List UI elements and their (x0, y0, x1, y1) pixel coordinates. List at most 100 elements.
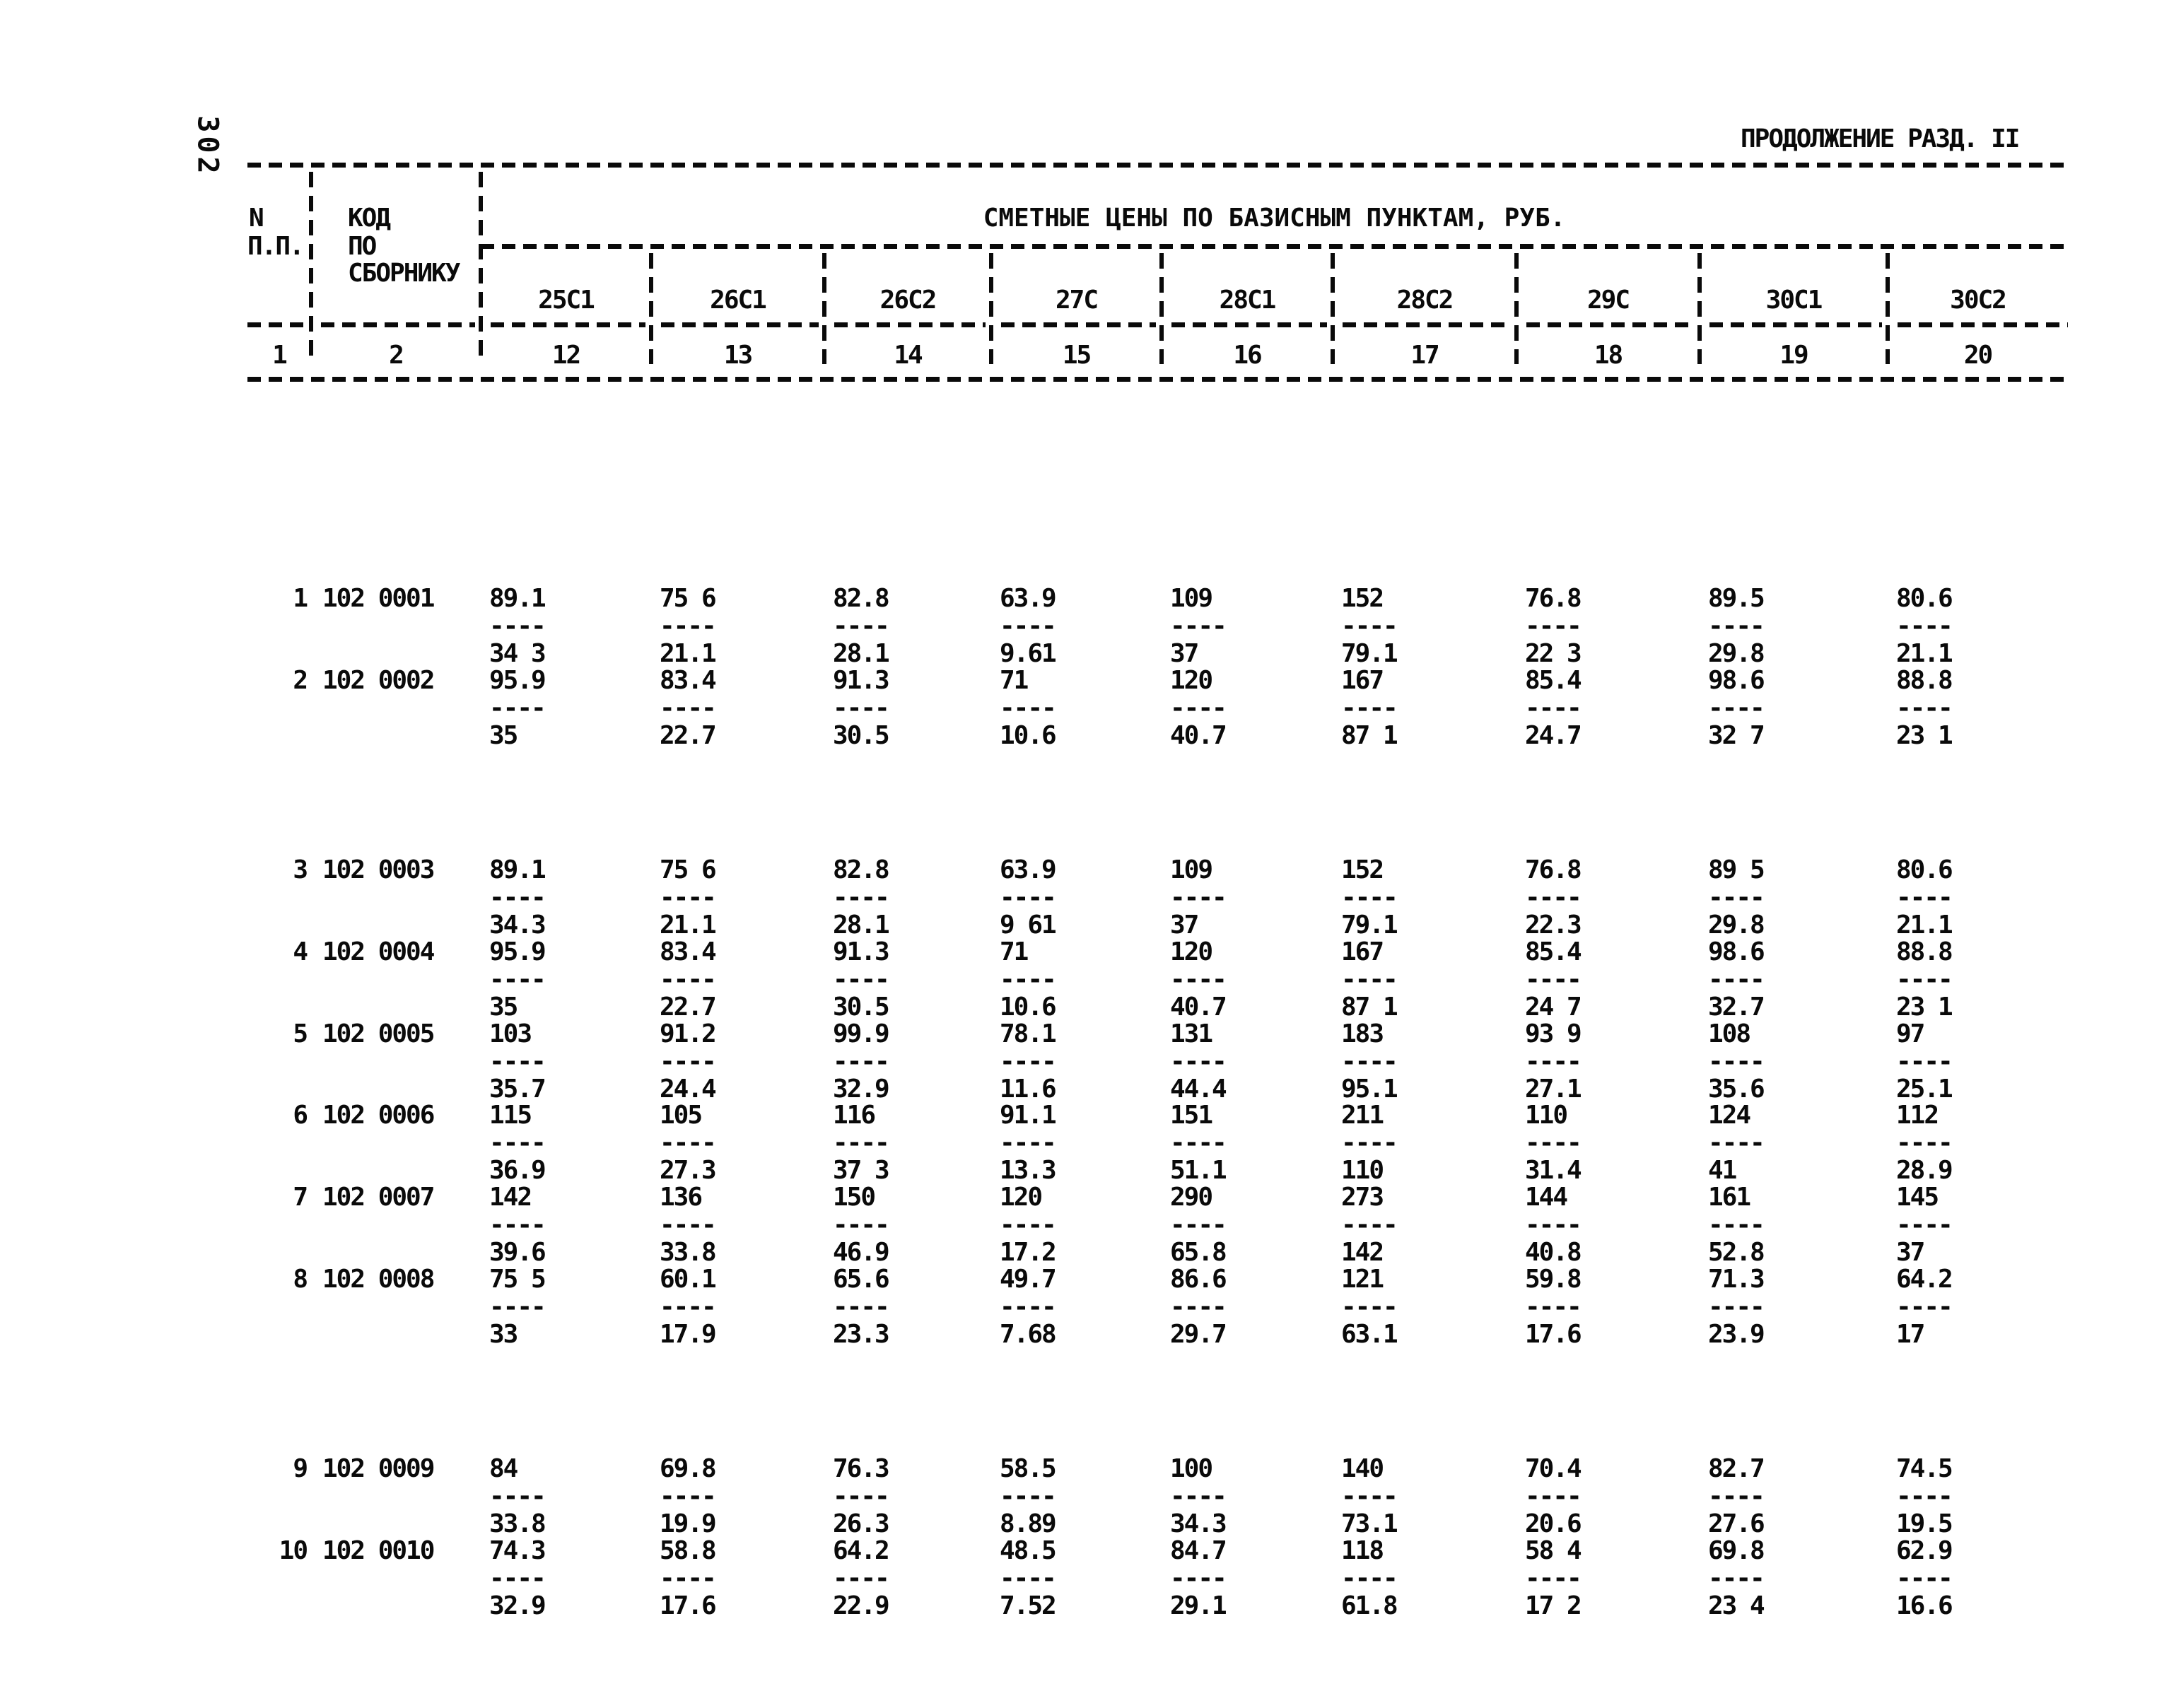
price-value-top: 75 6 (660, 584, 717, 613)
fraction-divider: ---- (1525, 1047, 1582, 1076)
price-value-bottom: 34.3 (489, 911, 546, 940)
col-npp-header-line1: N (249, 204, 264, 233)
price-value-bottom: 37 (1896, 1238, 1925, 1267)
fraction-divider: ---- (1525, 1210, 1582, 1239)
price-value-bottom: 39.6 (489, 1238, 546, 1267)
price-value-top: 161 (1708, 1183, 1751, 1212)
price-value-bottom: 21.1 (1896, 639, 1953, 668)
price-value-bottom: 35.7 (489, 1075, 546, 1104)
price-value-top: 71 (1000, 937, 1029, 966)
column-header-rule-segment (321, 322, 475, 327)
fraction-divider: ---- (833, 965, 890, 994)
table-row: 4 102 0004 95.9 ---- 35 83.4 ---- 22.7 91.3 ---- 3… (0, 938, 2157, 1021)
price-value-bottom: 61.8 (1341, 1591, 1398, 1620)
fraction-divider: ---- (660, 694, 717, 723)
price-value-bottom: 28.9 (1896, 1156, 1953, 1185)
column-header-rule-segment (834, 322, 986, 327)
price-value-bottom: 29.1 (1170, 1591, 1227, 1620)
table-row: 8 102 0008 75 5 ---- 33 60.1 ---- 17.9 65.6 ---- 2… (0, 1265, 2157, 1348)
price-value-bottom: 46.9 (833, 1238, 890, 1267)
price-value-bottom: 29.8 (1708, 911, 1765, 940)
price-value-bottom: 9 61 (1000, 911, 1057, 940)
fraction-divider: ---- (1170, 694, 1227, 723)
table-row: 7 102 0007 142 ---- 39.6 136 ---- 33.8 150 ---- 46… (0, 1183, 2157, 1266)
price-value-bottom: 44.4 (1170, 1075, 1227, 1104)
prices-header-rule (481, 244, 2068, 249)
price-value-bottom: 32.9 (833, 1075, 890, 1104)
price-value-top: 69.8 (1708, 1536, 1765, 1565)
fraction-divider: ---- (1896, 1210, 1953, 1239)
column-separator-bar (1159, 253, 1164, 364)
price-value-bottom: 24.7 (1525, 721, 1582, 750)
price-value-top: 69.8 (660, 1454, 717, 1483)
row-number: 1 (293, 584, 308, 613)
price-value-bottom: 26.3 (833, 1509, 890, 1538)
price-value-top: 121 (1341, 1265, 1384, 1294)
price-value-top: 151 (1170, 1101, 1213, 1130)
price-value-top: 98.6 (1708, 666, 1765, 695)
price-value-bottom: 40.7 (1170, 993, 1227, 1022)
price-value-top: 120 (1170, 666, 1213, 695)
table-row: 10 102 0010 74.3 ---- 32.9 58.8 ---- 17.6 64.2 --… (0, 1537, 2157, 1620)
price-value-bottom: 87 1 (1341, 721, 1398, 750)
fraction-divider: ---- (1896, 1564, 1953, 1593)
price-value-bottom: 34 3 (489, 639, 546, 668)
fraction-divider: ---- (1000, 1210, 1057, 1239)
price-value-top: 290 (1170, 1183, 1213, 1212)
fraction-divider: ---- (1000, 1128, 1057, 1157)
price-value-top: 86.6 (1170, 1265, 1227, 1294)
price-value-top: 91.1 (1000, 1101, 1057, 1130)
fraction-divider: ---- (489, 883, 546, 912)
table-header-bottom-rule (247, 377, 2068, 382)
fraction-divider: ---- (1341, 1292, 1398, 1321)
price-value-bottom: 9.61 (1000, 639, 1057, 668)
price-value-top: 84.7 (1170, 1536, 1227, 1565)
price-value-top: 136 (660, 1183, 703, 1212)
fraction-divider: ---- (833, 1292, 890, 1321)
price-value-top: 89.1 (489, 584, 546, 613)
price-value-top: 88.8 (1896, 937, 1953, 966)
fraction-divider: ---- (660, 965, 717, 994)
row-number: 6 (293, 1101, 308, 1130)
price-value-bottom: 10.6 (1000, 993, 1057, 1022)
price-value-bottom: 17.9 (660, 1320, 717, 1349)
fraction-divider: ---- (660, 1128, 717, 1157)
column-number: 12 (551, 341, 581, 370)
price-value-top: 100 (1170, 1454, 1213, 1483)
column-number: 16 (1233, 341, 1262, 370)
price-value-top: 83.4 (660, 937, 717, 966)
price-value-bottom: 40.7 (1170, 721, 1227, 750)
price-value-bottom: 37 3 (833, 1156, 890, 1185)
price-value-top: 183 (1341, 1019, 1384, 1048)
price-value-bottom: 65.8 (1170, 1238, 1227, 1267)
price-value-top: 142 (489, 1183, 532, 1212)
col-npp-header-line2: П.П. (247, 232, 305, 261)
row-number: 8 (293, 1265, 308, 1294)
fraction-divider: ---- (1000, 1047, 1057, 1076)
row-number: 4 (293, 937, 308, 966)
price-value-top: 63.9 (1000, 584, 1057, 613)
fraction-divider: ---- (833, 1564, 890, 1593)
price-value-bottom: 7.52 (1000, 1591, 1057, 1620)
price-value-top: 93 9 (1525, 1019, 1582, 1048)
price-column-header: 25С1 (538, 286, 595, 315)
price-value-bottom: 51.1 (1170, 1156, 1227, 1185)
fraction-divider: ---- (1525, 612, 1582, 640)
price-column-header: 30С2 (1950, 286, 2007, 315)
price-value-bottom: 110 (1341, 1156, 1384, 1185)
price-value-top: 89.5 (1708, 584, 1765, 613)
fraction-divider: ---- (1170, 612, 1227, 640)
price-value-top: 85.4 (1525, 666, 1582, 695)
price-value-top: 74.3 (489, 1536, 546, 1565)
price-value-bottom: 95.1 (1341, 1075, 1398, 1104)
fraction-divider: ---- (833, 612, 890, 640)
fraction-divider: ---- (1896, 1128, 1953, 1157)
continuation-heading: ПРОДОЛЖЕНИЕ РАЗД. II (1741, 124, 2020, 153)
fraction-divider: ---- (1708, 1047, 1765, 1076)
fraction-divider: ---- (833, 1210, 890, 1239)
row-code: 102 0001 (322, 584, 435, 613)
price-value-top: 76.8 (1525, 584, 1582, 613)
fraction-divider: ---- (1896, 1047, 1953, 1076)
row-code: 102 0008 (322, 1265, 435, 1294)
row-code: 102 0004 (322, 937, 435, 966)
